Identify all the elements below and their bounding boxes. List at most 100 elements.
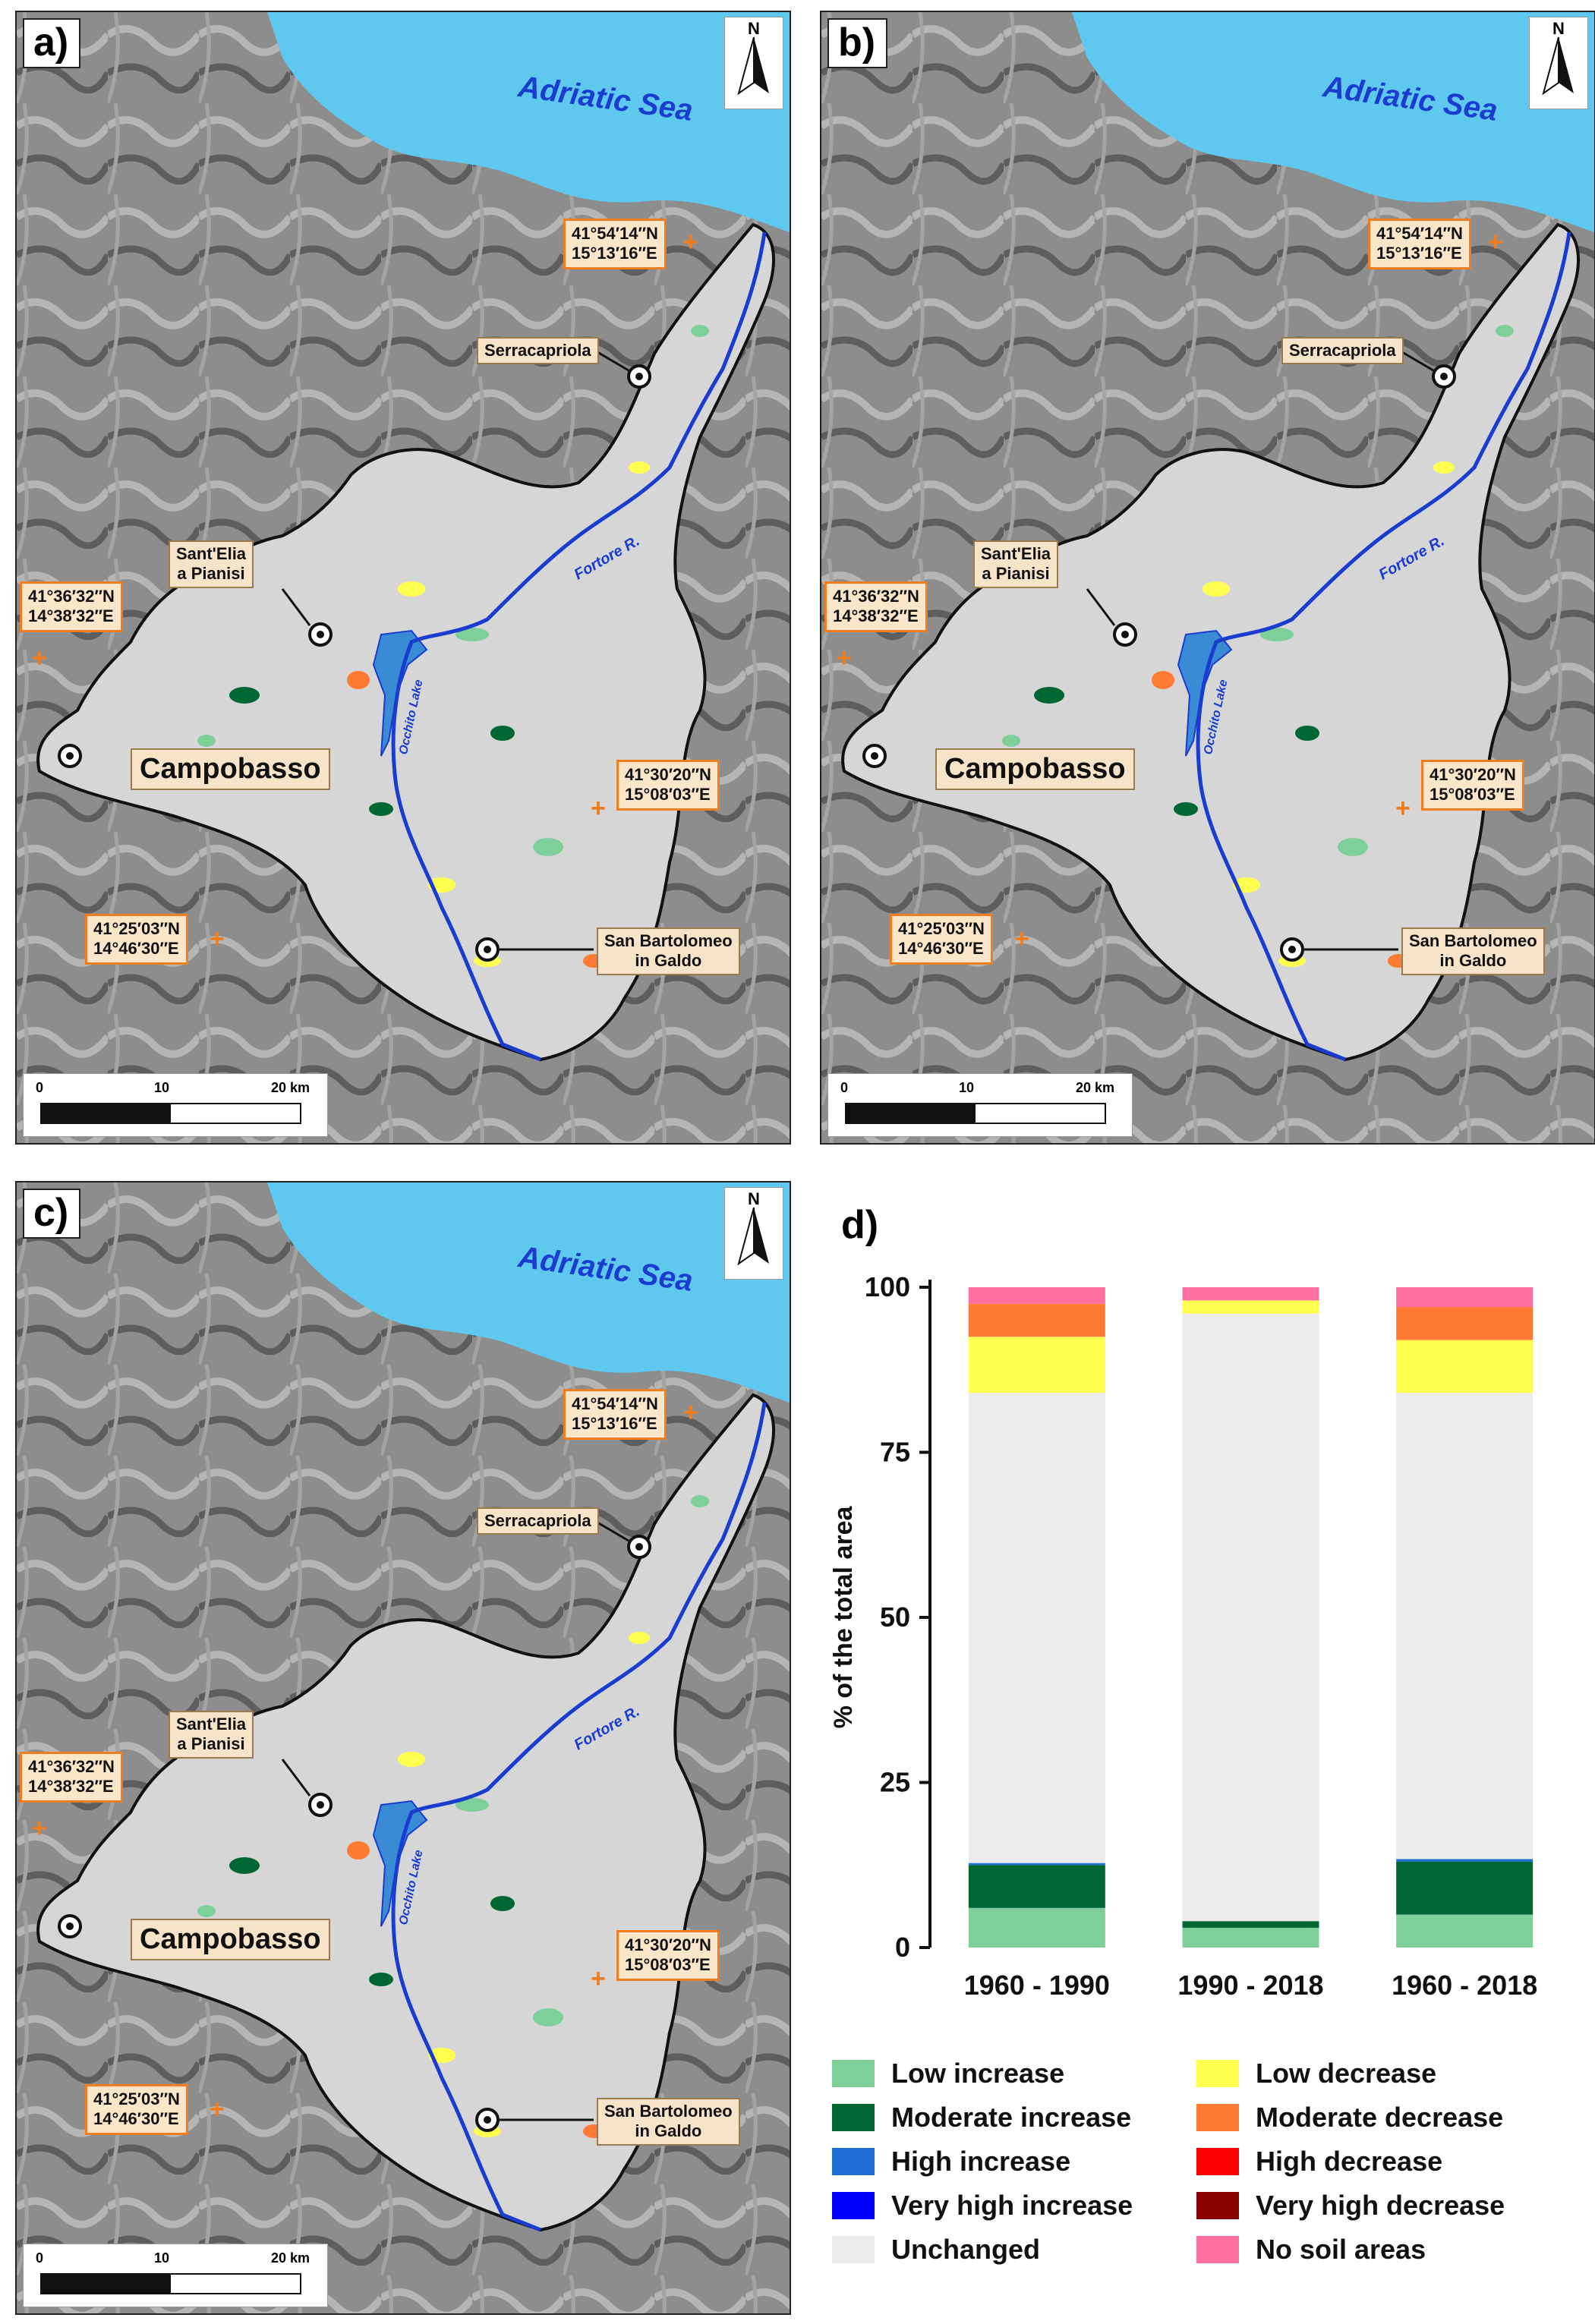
coord-box-e: 41°30′20″N 15°08′03″E	[616, 1930, 720, 1981]
coord-lon: 15°13′16″E	[572, 1414, 657, 1434]
bar-segment	[968, 1337, 1105, 1393]
coord-lat: 41°25′03″N	[93, 919, 180, 938]
coord-lon: 15°13′16″E	[1376, 244, 1462, 263]
legend-item: No soil areas	[1196, 2233, 1426, 2266]
bar-segment	[968, 1303, 1105, 1337]
coord-lat: 41°25′03″N	[93, 2089, 180, 2108]
coord-cross-icon: +	[683, 228, 698, 257]
scale-bar-black	[42, 1104, 171, 1123]
bar-segment	[968, 1863, 1105, 1866]
y-axis-label: % of the total area	[829, 1505, 858, 1728]
coord-cross-icon: +	[210, 924, 225, 953]
y-tick-label: 0	[895, 1932, 910, 1963]
coord-lat: 41°30′20″N	[1430, 765, 1516, 784]
coord-lat: 41°36′32″N	[28, 1757, 115, 1776]
bar-segment	[1182, 1300, 1319, 1314]
serracapriola-marker	[627, 1535, 651, 1559]
town-sanbartolomeo: San Bartolomeo in Galdo	[597, 2098, 740, 2146]
sea	[1072, 12, 1594, 232]
bar-segment	[1396, 1393, 1534, 1860]
bar-segment	[1182, 1313, 1319, 1922]
town-line: Sant'Elia	[176, 544, 247, 563]
legend-swatch	[832, 2060, 875, 2087]
legend-swatch	[832, 2148, 875, 2175]
town-serracapriola: Serracapriola	[477, 337, 599, 365]
coord-box-sw: 41°25′03″N 14°46′30″E	[85, 2084, 188, 2135]
coord-box-sw: 41°25′03″N 14°46′30″E	[85, 914, 188, 965]
town-campobasso: Campobasso	[131, 1919, 330, 1960]
coord-box-ne: 41°54′14″N 15°13′16″E	[563, 1389, 667, 1440]
scale-bar-black	[42, 2275, 171, 2293]
coord-lat: 41°25′03″N	[898, 919, 985, 938]
legend-swatch	[1196, 2148, 1239, 2175]
coord-cross-icon: +	[1014, 924, 1029, 953]
bar-segment	[968, 1393, 1105, 1863]
santelia-marker	[308, 622, 333, 647]
coord-lon: 15°13′16″E	[572, 244, 657, 263]
y-tick-label: 25	[880, 1767, 910, 1798]
coord-lon: 15°08′03″E	[1430, 785, 1515, 805]
north-arrow-icon: N	[1529, 17, 1588, 109]
legend-item: High decrease	[1196, 2145, 1442, 2178]
legend-label: Moderate decrease	[1256, 2102, 1504, 2133]
serracapriola-marker	[627, 364, 651, 389]
coord-lat: 41°54′14″N	[1376, 224, 1463, 243]
y-tick-label: 75	[880, 1437, 910, 1468]
town-line: Sant'Elia	[981, 544, 1051, 563]
legend-item: Moderate decrease	[1196, 2101, 1503, 2134]
coord-lon: 15°08′03″E	[625, 785, 711, 805]
coord-box-ne: 41°54′14″N 15°13′16″E	[563, 219, 667, 269]
legend-swatch	[832, 2236, 875, 2263]
town-line: San Bartolomeo	[604, 931, 733, 950]
town-sanbartolomeo: San Bartolomeo in Galdo	[1401, 927, 1545, 975]
bar-segment	[968, 1287, 1105, 1304]
coord-cross-icon: +	[837, 644, 852, 672]
scale-tick-10: 10	[959, 1080, 975, 1095]
scale-bar: 0 10 20 km	[827, 1073, 1133, 1137]
x-tick-label: 1960 - 1990	[964, 1970, 1110, 2001]
santelia-marker	[1113, 622, 1137, 647]
legend-item: Moderate increase	[832, 2101, 1131, 2134]
coord-cross-icon: +	[32, 1814, 47, 1843]
legend-swatch	[1196, 2060, 1239, 2087]
town-line: Sant'Elia	[176, 1715, 247, 1734]
bar-segment	[1182, 1927, 1319, 1948]
legend-label: Very high decrease	[1256, 2190, 1505, 2221]
y-tick-label: 100	[865, 1271, 910, 1302]
legend-swatch	[1196, 2104, 1239, 2131]
coord-box-e: 41°30′20″N 15°08′03″E	[1421, 760, 1524, 811]
panel-label: c)	[23, 1189, 81, 1239]
scale-bar-graphic	[40, 2273, 301, 2294]
map-panel-c: c) N Adriatic Sea 41°54′14″N 15°13′16″E +41°3…	[15, 1181, 791, 2315]
north-label: N	[748, 19, 760, 38]
legend-label: No soil areas	[1256, 2234, 1426, 2265]
town-santelia: Sant'Elia a Pianisi	[973, 540, 1059, 588]
coord-cross-icon: +	[1395, 794, 1411, 823]
bar-segment	[1396, 1340, 1534, 1393]
scale-bar-graphic	[40, 1103, 301, 1124]
town-line: a Pianisi	[177, 1734, 245, 1754]
legend-item: Low decrease	[1196, 2057, 1436, 2090]
serracapriola-marker	[1432, 364, 1456, 389]
scale-tick-0: 0	[840, 1080, 849, 1095]
north-arrow-icon: N	[724, 1187, 783, 1280]
x-tick-label: 1990 - 2018	[1177, 1970, 1323, 2001]
scale-tick-20: 20 km	[1076, 1080, 1115, 1095]
legend-item: High increase	[832, 2145, 1070, 2178]
coord-lon: 14°46′30″E	[93, 2109, 179, 2129]
campobasso-marker	[58, 744, 82, 768]
legend-swatch	[832, 2192, 875, 2219]
town-campobasso: Campobasso	[935, 748, 1135, 790]
north-arrow-icon: N	[724, 17, 783, 109]
coord-cross-icon: +	[591, 794, 606, 823]
legend-swatch	[1196, 2236, 1239, 2263]
coord-cross-icon: +	[1488, 228, 1503, 257]
scale-bar-graphic	[845, 1103, 1106, 1124]
coord-box-w: 41°36′32″N 14°38′32″E	[20, 581, 123, 632]
coord-cross-icon: +	[591, 1964, 606, 1993]
sanbartolomeo-marker	[1280, 937, 1304, 962]
coord-lon: 14°46′30″E	[93, 939, 179, 959]
sanbartolomeo-marker	[475, 937, 500, 962]
coord-lon: 14°38′32″E	[833, 606, 919, 626]
town-line: San Bartolomeo	[1409, 931, 1537, 950]
